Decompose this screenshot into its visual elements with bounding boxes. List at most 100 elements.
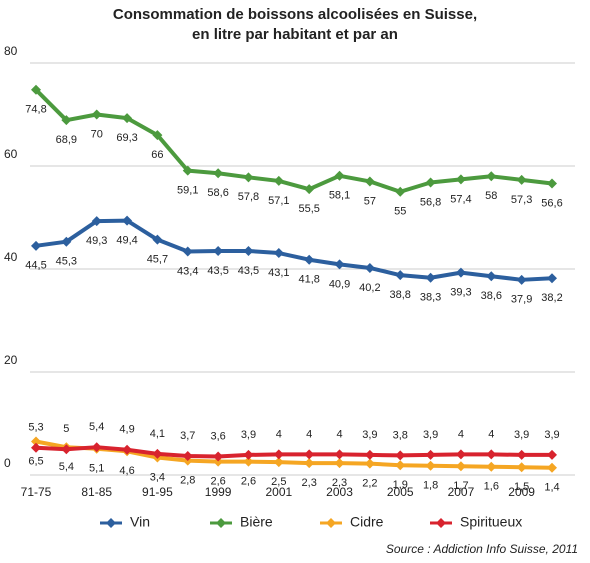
data-label: 3,6 <box>210 430 225 442</box>
x-tick-label: 2009 <box>508 485 535 499</box>
data-label: 2,3 <box>332 477 347 489</box>
data-label: 68,9 <box>56 134 77 146</box>
data-label: 43,5 <box>238 265 259 277</box>
data-label: 70 <box>91 128 103 140</box>
source: Source : Addiction Info Suisse, 2011 <box>386 542 578 556</box>
data-label: 59,1 <box>177 185 198 197</box>
data-label: 69,3 <box>116 132 137 144</box>
x-tick-label: 2007 <box>448 485 475 499</box>
marker <box>334 259 345 270</box>
y-tick-label: 40 <box>4 250 18 264</box>
marker <box>213 456 224 467</box>
marker <box>486 449 497 460</box>
data-label: 40,9 <box>329 278 350 290</box>
marker <box>91 109 102 120</box>
marker <box>425 177 436 188</box>
legend-marker <box>106 518 116 528</box>
marker <box>455 267 466 278</box>
data-label: 3,4 <box>150 471 165 483</box>
marker <box>547 449 557 460</box>
marker <box>516 174 527 185</box>
data-label: 49,3 <box>86 235 107 247</box>
data-label: 74,8 <box>25 104 46 116</box>
data-label: 45,3 <box>56 256 77 268</box>
data-label: 39,3 <box>450 287 471 299</box>
marker <box>516 449 527 460</box>
data-label: 58,6 <box>207 187 228 199</box>
legend-marker <box>326 518 336 528</box>
marker <box>31 442 41 453</box>
marker <box>273 175 284 186</box>
marker <box>455 449 466 460</box>
marker <box>152 234 163 245</box>
data-label: 3,9 <box>544 429 559 441</box>
legend-marker <box>216 518 226 528</box>
marker <box>455 461 466 472</box>
marker <box>364 458 375 469</box>
marker <box>213 451 224 462</box>
y-tick-label: 60 <box>4 147 18 161</box>
data-label: 5,1 <box>89 463 104 475</box>
marker <box>364 176 375 187</box>
data-label: 43,4 <box>177 265 198 277</box>
marker <box>122 113 133 124</box>
data-label: 1,8 <box>423 480 438 492</box>
data-label: 41,8 <box>298 274 319 286</box>
data-label: 2,6 <box>241 476 256 488</box>
data-label: 1,4 <box>544 482 559 494</box>
data-label: 57,1 <box>268 195 289 207</box>
marker <box>486 271 497 282</box>
marker <box>364 449 375 460</box>
marker <box>486 461 497 472</box>
marker <box>273 449 284 460</box>
data-label: 49,4 <box>116 234 137 246</box>
marker <box>61 444 72 455</box>
marker <box>364 262 375 273</box>
marker <box>182 246 193 257</box>
marker <box>122 444 133 455</box>
data-label: 38,2 <box>541 292 562 304</box>
x-tick-label: 2003 <box>326 485 353 499</box>
marker <box>547 273 557 284</box>
marker <box>334 449 345 460</box>
data-label: 4,9 <box>119 424 134 436</box>
data-label: 43,5 <box>207 265 228 277</box>
legend-label: Vin <box>130 514 150 530</box>
data-label: 2,2 <box>362 478 377 490</box>
data-label: 1,6 <box>484 481 499 493</box>
series-line <box>35 218 553 282</box>
marker <box>395 186 406 197</box>
data-label: 38,3 <box>420 292 441 304</box>
data-label: 2,3 <box>302 477 317 489</box>
marker <box>243 449 254 460</box>
marker <box>425 449 436 460</box>
data-label: 4 <box>276 428 282 440</box>
data-label: 5 <box>63 423 69 435</box>
data-label: 3,9 <box>362 429 377 441</box>
data-label: 2,6 <box>210 476 225 488</box>
marker <box>516 462 527 473</box>
data-label: 2,8 <box>180 474 195 486</box>
legend-marker <box>436 518 446 528</box>
data-label: 45,7 <box>147 254 168 266</box>
data-label: 3,9 <box>241 429 256 441</box>
data-label: 4 <box>306 428 312 440</box>
marker <box>425 460 436 471</box>
data-label: 57,4 <box>450 193 471 205</box>
marker <box>152 130 163 141</box>
marker <box>182 450 193 461</box>
data-label: 43,1 <box>268 267 289 279</box>
data-label: 4 <box>488 428 494 440</box>
data-label: 5,3 <box>28 422 43 434</box>
marker <box>395 450 406 461</box>
marker <box>31 436 41 447</box>
y-tick-label: 20 <box>4 353 18 367</box>
data-label: 38,8 <box>390 289 411 301</box>
x-tick-label: 81-85 <box>81 485 112 499</box>
data-label: 6,5 <box>28 455 43 467</box>
y-tick-label: 0 <box>4 456 11 470</box>
marker <box>31 84 41 95</box>
y-tick-label: 80 <box>4 44 18 58</box>
marker <box>304 458 315 469</box>
